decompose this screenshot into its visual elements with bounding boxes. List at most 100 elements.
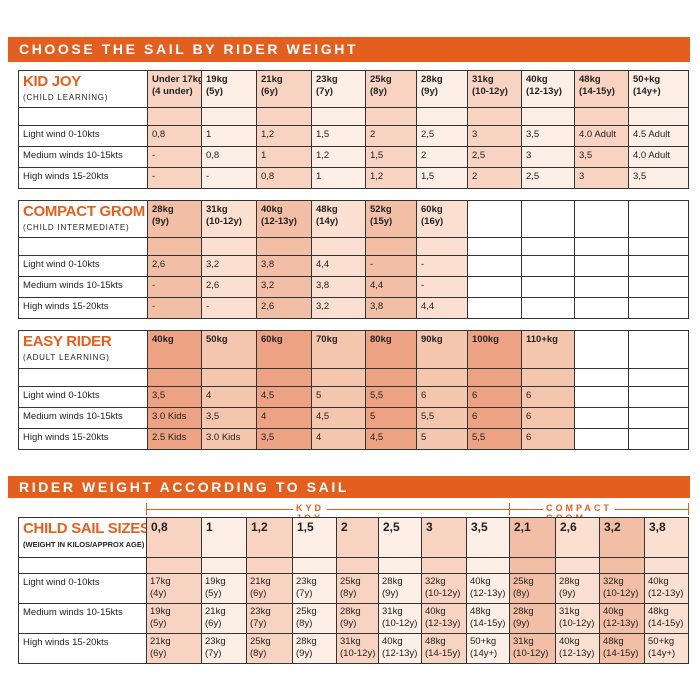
weight-label: 28kg bbox=[559, 576, 580, 587]
sail-size-cell: 4,5 bbox=[311, 407, 366, 429]
spacer-row bbox=[18, 557, 689, 574]
weight-label: 31kg bbox=[340, 636, 361, 647]
weight-header-cell: 60kg (16y) bbox=[416, 200, 468, 238]
spacer-cell bbox=[416, 107, 468, 126]
weight-label: 28kg bbox=[152, 204, 174, 215]
sail-size-cell: 6 bbox=[467, 407, 522, 429]
sail-size-cell: 6 bbox=[521, 386, 575, 408]
sail-size-cell: 3,5 bbox=[628, 167, 689, 189]
weight-header-cell: 60kg bbox=[256, 330, 312, 369]
rider-weight-cell: 31kg (10-12y) bbox=[378, 603, 422, 634]
weight-header-cell: 23kg (7y) bbox=[311, 70, 366, 108]
sail-size-cell: 2 bbox=[467, 167, 522, 189]
weight-header-cell: 70kg bbox=[311, 330, 366, 369]
age-label: (10-12y) bbox=[559, 618, 595, 629]
weight-header-cell: 48kg (14-15y) bbox=[574, 70, 629, 108]
weight-label: 19kg bbox=[206, 74, 228, 85]
table-subtitle: (CHILD LEARNING) bbox=[23, 93, 109, 102]
sail-size-cell: 3,8 bbox=[311, 276, 366, 298]
age-label: (9y) bbox=[296, 648, 313, 659]
age-label: (12-13y) bbox=[603, 618, 639, 629]
age-label: (14-15y) bbox=[470, 618, 506, 629]
rider-weight-cell: 28kg (9y) bbox=[509, 603, 556, 634]
sail-size-cell: 4.5 Adult bbox=[628, 125, 689, 147]
rider-weight-cell: 32kg (10-12y) bbox=[599, 573, 645, 604]
sail-size-cell: 3,2 bbox=[311, 297, 366, 319]
sail-size-cell: 5 bbox=[311, 386, 366, 408]
sail-size-cell: - bbox=[416, 255, 468, 277]
sail-size-cell: 4,5 bbox=[256, 386, 312, 408]
table-subtitle: (CHILD INTERMEDIATE) bbox=[23, 223, 130, 232]
sail-size-cell: 4 bbox=[201, 386, 257, 408]
sail-size-cell: 3,8 bbox=[256, 255, 312, 277]
spacer-cell bbox=[365, 107, 417, 126]
age-label: (14-15y) bbox=[603, 648, 639, 659]
sail-size-cell: 2,6 bbox=[147, 255, 202, 277]
age-label: (8y) bbox=[250, 648, 267, 659]
sail-size-cell: 2 bbox=[365, 125, 417, 147]
age-label: (9y) bbox=[382, 588, 399, 599]
sail-size-cell: - bbox=[201, 297, 257, 319]
spacer-cell bbox=[467, 368, 522, 387]
weight-label: 25kg bbox=[250, 636, 271, 647]
rider-weight-cell: 25kg (8y) bbox=[336, 573, 379, 604]
weight-header-cell: 40kg (12-13y) bbox=[256, 200, 312, 238]
weight-header-cell: 21kg (6y) bbox=[256, 70, 312, 108]
age-label: (14y+) bbox=[633, 86, 661, 97]
sail-size-header: 2 bbox=[336, 517, 379, 558]
sail-size-header: 2,5 bbox=[378, 517, 422, 558]
spacer-row bbox=[18, 107, 689, 126]
rider-weight-cell: 40kg (12-13y) bbox=[555, 633, 600, 664]
spacer-cell bbox=[628, 237, 689, 256]
table-row: Medium winds 10-15kts -0,8 1 1,2 1,5 2 2,5 3 3,5… bbox=[18, 146, 689, 168]
sail-size-header: 3,8 bbox=[644, 517, 689, 558]
spacer-cell bbox=[574, 368, 629, 387]
wind-label: Light wind 0-10kts bbox=[18, 255, 148, 277]
rider-weight-cell: 48kg (14-15y) bbox=[599, 633, 645, 664]
weight-label: 21kg bbox=[261, 74, 283, 85]
sail-size-cell bbox=[574, 255, 629, 277]
weight-header-cell: 40kg (12-13y) bbox=[521, 70, 575, 108]
weight-header-cell bbox=[628, 330, 689, 369]
sail-size-cell bbox=[574, 407, 629, 429]
weight-header-cell bbox=[574, 330, 629, 369]
sail-size-cell: 3 bbox=[574, 167, 629, 189]
age-label: (7y) bbox=[316, 86, 333, 97]
sail-size-cell: 5,5 bbox=[416, 407, 468, 429]
spacer-cell bbox=[365, 368, 417, 387]
sail-size-cell: 1 bbox=[201, 125, 257, 147]
sail-size-cell: 4,4 bbox=[311, 255, 366, 277]
weight-label: 32kg bbox=[603, 576, 624, 587]
rider-weight-cell: 48kg (14-15y) bbox=[421, 633, 467, 664]
sail-size-cell: 2,5 bbox=[467, 146, 522, 168]
sail-size-cell: 5,5 bbox=[365, 386, 417, 408]
weight-label: 21kg bbox=[150, 636, 171, 647]
weight-label: 100kg bbox=[472, 334, 499, 345]
sail-size-cell: 1 bbox=[256, 146, 312, 168]
sail-size-cell: - bbox=[147, 167, 202, 189]
weight-label: 25kg bbox=[296, 606, 317, 617]
age-label: (6y) bbox=[261, 86, 278, 97]
age-label: (8y) bbox=[296, 618, 313, 629]
weight-label: 40kg bbox=[603, 606, 624, 617]
sail-size-cell: 5 bbox=[416, 428, 468, 450]
sail-size-cell bbox=[521, 255, 575, 277]
section-banner-choose-sail: CHOOSE THE SAIL BY RIDER WEIGHT bbox=[8, 37, 690, 62]
rider-weight-cell: 25kg (8y) bbox=[509, 573, 556, 604]
spacer-cell bbox=[292, 557, 337, 574]
sail-size-cell: 6 bbox=[521, 428, 575, 450]
table-row: Light wind 0-10kts 2,6 3,2 3,8 4,4- - bbox=[18, 255, 689, 277]
age-label: (15y) bbox=[370, 216, 393, 227]
table-row: Medium winds 10-15kts -2,6 3,2 3,8 4,4- bbox=[18, 276, 689, 298]
weight-label: 25kg bbox=[513, 576, 534, 587]
spacer-cell bbox=[18, 368, 148, 387]
rider-weight-cell: 50+kg (14y+) bbox=[466, 633, 510, 664]
weight-header-cell: 28kg (9y) bbox=[416, 70, 468, 108]
spacer-cell bbox=[256, 368, 312, 387]
wind-label: High winds 15-20kts bbox=[18, 633, 147, 664]
weight-label: 48kg bbox=[470, 606, 491, 617]
weight-label: 28kg bbox=[382, 576, 403, 587]
spacer-cell bbox=[509, 557, 556, 574]
wind-label: High winds 15-20kts bbox=[18, 167, 148, 189]
weight-label: 60kg bbox=[261, 334, 283, 345]
